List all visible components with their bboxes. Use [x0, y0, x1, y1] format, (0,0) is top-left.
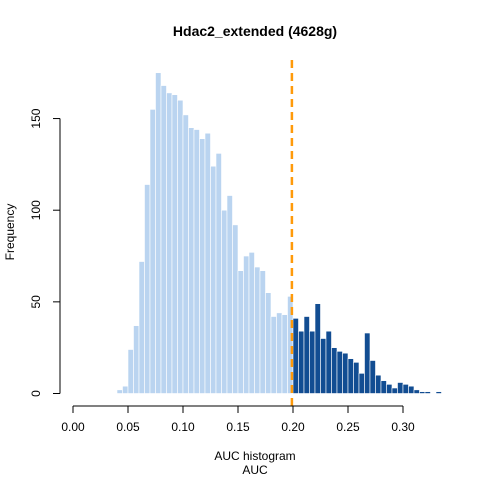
histogram-bar: [364, 332, 371, 394]
x-tick-label: 0.20: [281, 420, 305, 434]
histogram-bar: [358, 373, 365, 394]
histogram-bar: [232, 224, 239, 394]
histogram-bar: [281, 314, 288, 394]
histogram-bar: [419, 391, 426, 394]
histogram-bar: [402, 384, 409, 394]
histogram-bar: [265, 292, 272, 394]
histogram-bar: [325, 330, 332, 394]
histogram-bar: [226, 195, 233, 394]
histogram-bar: [160, 85, 167, 394]
y-axis: 0 50 100 150: [29, 108, 61, 397]
histogram-bar: [259, 270, 266, 394]
chart-title: Hdac2_extended (4628g): [173, 23, 337, 39]
histogram-bar: [127, 349, 134, 394]
histogram-bar: [314, 303, 321, 394]
histogram-bar: [320, 338, 327, 394]
histogram-bar: [182, 114, 189, 394]
x-tick-label: 0.25: [336, 420, 360, 434]
x-tick-label: 0.05: [116, 420, 140, 434]
x-axis: 0.00 0.05 0.10 0.15 0.20 0.25 0.30: [61, 405, 415, 434]
x-axis-label: AUC histogram: [214, 449, 295, 463]
histogram-bar: [303, 316, 310, 394]
histogram-bar: [331, 347, 338, 394]
histogram-bar: [221, 209, 228, 394]
histogram-bar: [193, 129, 200, 394]
histogram-bar: [122, 385, 129, 394]
histogram-bar: [149, 109, 156, 394]
histogram-bar: [199, 138, 206, 394]
histogram-bar: [347, 358, 354, 394]
histogram-bar: [353, 362, 360, 394]
histogram-bar: [237, 270, 244, 394]
histogram-bar: [386, 384, 393, 394]
histogram-bar: [298, 330, 305, 394]
x-tick-label: 0.00: [61, 420, 85, 434]
histogram-bar: [177, 99, 184, 394]
x-axis-sublabel: AUC: [242, 463, 268, 477]
x-tick-label: 0.15: [226, 420, 250, 434]
x-tick-label: 0.30: [391, 420, 415, 434]
histogram-bar: [309, 330, 316, 394]
histogram-bar: [413, 389, 420, 394]
histogram-bar: [254, 266, 261, 394]
histogram-bar: [248, 252, 255, 394]
histogram-bar: [204, 132, 211, 394]
histogram-bar: [408, 385, 415, 394]
y-tick-label: 150: [29, 108, 43, 128]
y-axis-label: Frequency: [3, 204, 17, 261]
histogram-bar: [155, 72, 162, 394]
histogram-bar: [171, 94, 178, 394]
histogram-bar: [188, 127, 195, 394]
histogram-bar: [397, 382, 404, 394]
y-tick-label: 50: [29, 295, 43, 309]
y-tick-label: 100: [29, 200, 43, 220]
histogram-bar: [336, 351, 343, 394]
bars-layer: [116, 72, 442, 394]
x-tick-label: 0.10: [171, 420, 195, 434]
histogram-bar: [133, 325, 140, 394]
histogram-bar: [276, 312, 283, 394]
histogram-bar: [166, 92, 173, 394]
histogram-bar: [342, 352, 349, 394]
histogram-bar: [369, 360, 376, 394]
y-tick-label: 0: [29, 390, 43, 397]
histogram-bar: [391, 387, 398, 394]
histogram-bar: [138, 261, 145, 394]
histogram-bar: [270, 316, 277, 394]
histogram-bar: [210, 165, 217, 394]
histogram-bar: [243, 255, 250, 394]
histogram-bar: [292, 318, 299, 394]
histogram-bar: [144, 184, 151, 394]
histogram-bar: [435, 391, 442, 394]
histogram-bar: [215, 153, 222, 394]
histogram-bar: [424, 391, 431, 394]
histogram-bar: [375, 374, 382, 394]
histogram-bar: [116, 389, 123, 394]
histogram-bar: [380, 380, 387, 394]
